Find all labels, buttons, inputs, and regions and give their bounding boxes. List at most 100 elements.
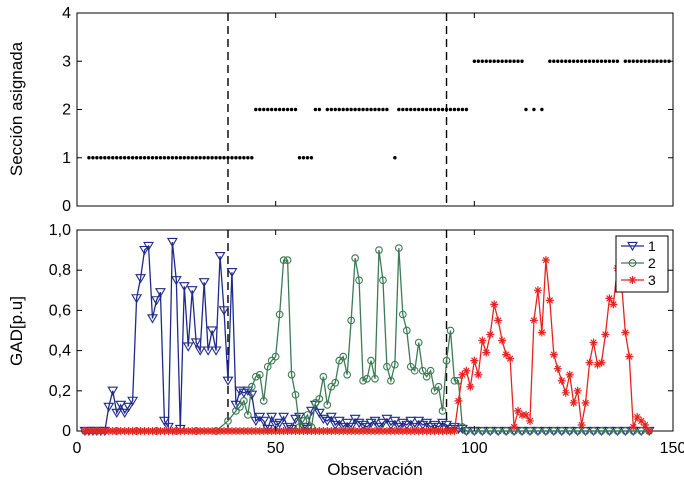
series-1-marker xyxy=(294,412,305,423)
assignment-point xyxy=(579,59,584,63)
series-1-marker xyxy=(298,422,309,433)
series-2-marker xyxy=(287,370,296,379)
bottom-series xyxy=(79,237,655,437)
assignment-point xyxy=(428,107,433,112)
assignment-point xyxy=(595,59,600,63)
series-2-marker xyxy=(343,370,352,379)
series-2-marker xyxy=(351,254,359,262)
series-3-marker xyxy=(641,420,650,429)
assignment-point xyxy=(460,107,465,112)
series-2-marker xyxy=(315,394,324,403)
series-2-marker xyxy=(279,256,288,265)
assignment-point xyxy=(214,156,218,160)
series-1-marker xyxy=(290,414,301,425)
series-2-marker xyxy=(383,362,391,371)
series-3-marker xyxy=(633,412,642,421)
series-2-marker xyxy=(402,326,411,335)
top-panel: 0 1 2 3 4 Sección asignada xyxy=(7,5,674,215)
series-1-marker xyxy=(397,418,409,429)
series-2-marker xyxy=(557,427,566,435)
assignment-point xyxy=(508,59,512,63)
assignment-point xyxy=(420,107,425,112)
assignment-point xyxy=(631,59,635,63)
series-3-marker xyxy=(454,396,463,405)
assignment-point xyxy=(353,107,357,112)
series-2-marker xyxy=(394,244,403,252)
assignment-point xyxy=(158,156,163,160)
series-2-marker xyxy=(426,366,435,375)
series-2-marker xyxy=(418,366,427,375)
assignment-point xyxy=(655,59,659,63)
series-1-marker xyxy=(226,268,238,278)
series-2-marker xyxy=(410,366,419,375)
series-3-marker xyxy=(593,360,602,369)
series-1-marker xyxy=(266,412,278,423)
assignment-point xyxy=(448,107,453,112)
series-1-marker xyxy=(317,414,329,425)
assignment-point xyxy=(238,156,242,160)
series-2-marker xyxy=(494,427,503,435)
series-2-marker xyxy=(628,259,637,267)
assignment-point xyxy=(496,59,500,63)
series-3-marker xyxy=(549,350,558,359)
assignment-point xyxy=(266,107,270,112)
series-3-marker xyxy=(589,338,598,347)
series-2-marker xyxy=(331,378,340,387)
series-2-marker xyxy=(371,374,379,383)
series-3-marker xyxy=(458,370,467,379)
assignment-point xyxy=(409,107,413,112)
series-1-marker xyxy=(222,376,234,386)
series-3 xyxy=(80,256,654,435)
assignment-point xyxy=(198,156,202,160)
assignment-point xyxy=(524,107,528,112)
series-2-marker xyxy=(637,427,646,435)
series-1-marker xyxy=(437,418,449,429)
assignment-point xyxy=(230,156,234,160)
series-2-marker xyxy=(363,374,371,383)
legend-box xyxy=(615,235,669,293)
series-1-marker xyxy=(151,296,162,306)
assignment-point xyxy=(186,156,190,160)
assignment-point xyxy=(242,156,246,160)
series-2-marker xyxy=(398,310,407,319)
assignment-point xyxy=(99,156,103,160)
bottom-y-ticks: 0 0,2 0,4 0,6 0,8 1,0 xyxy=(49,222,673,440)
assignment-point xyxy=(615,59,620,63)
series-1-marker xyxy=(405,416,417,427)
assignment-point xyxy=(393,156,397,160)
series-1-marker xyxy=(198,278,210,288)
series-1-marker xyxy=(381,414,393,425)
series-2-line xyxy=(84,248,650,432)
assignment-point xyxy=(413,107,417,112)
assignment-point xyxy=(647,59,651,63)
assignment-point xyxy=(627,59,631,63)
series-2-marker xyxy=(263,362,272,371)
series-2-marker xyxy=(259,397,268,405)
assignment-point xyxy=(436,107,441,112)
series-2-marker xyxy=(542,427,550,435)
series-2-marker xyxy=(267,356,276,365)
assignment-point xyxy=(365,107,369,112)
assignment-point xyxy=(345,107,349,112)
series-1-marker xyxy=(357,420,369,431)
series-1-marker xyxy=(401,420,413,431)
assignment-point xyxy=(190,156,194,160)
series-1-marker xyxy=(115,400,127,411)
series-1-marker xyxy=(186,286,198,296)
assignment-point xyxy=(591,59,596,63)
series-1-marker xyxy=(154,288,166,298)
assignment-point xyxy=(138,156,143,160)
series-3-marker xyxy=(521,410,530,419)
assignment-point xyxy=(607,59,612,63)
series-1-marker xyxy=(417,420,429,431)
assignment-point xyxy=(623,59,628,63)
series-2-marker xyxy=(422,372,431,381)
series-1-marker xyxy=(230,400,242,411)
series-2-marker xyxy=(605,427,614,435)
assignment-point xyxy=(111,156,115,160)
series-1-marker xyxy=(214,251,226,262)
series-3-marker xyxy=(478,336,487,345)
assignment-point xyxy=(234,156,238,160)
assignment-point xyxy=(246,156,250,160)
series-2-marker xyxy=(597,427,606,435)
